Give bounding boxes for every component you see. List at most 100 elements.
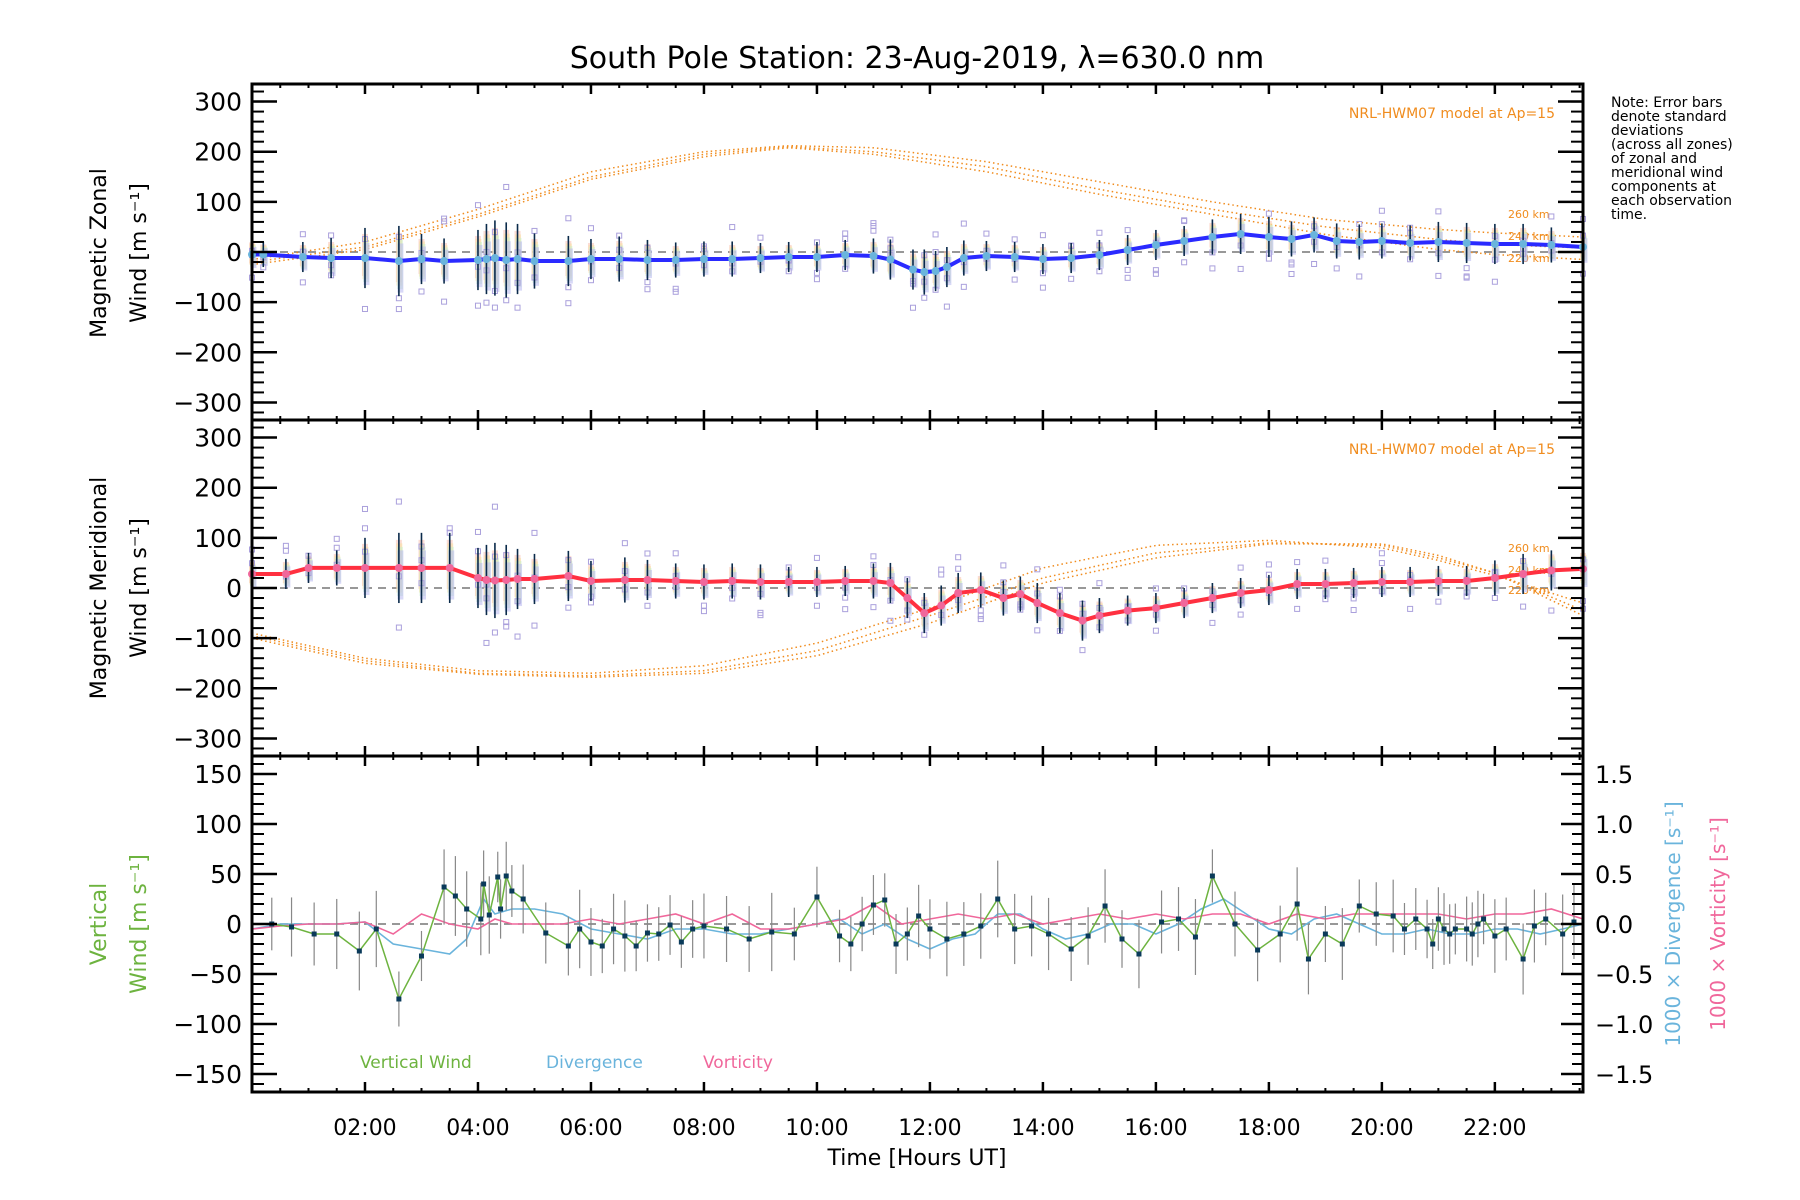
zone-spread-bar — [617, 247, 624, 280]
zone-sample-marker — [1000, 562, 1007, 569]
vertical-wind-point — [1255, 947, 1261, 953]
mean-wind-point — [564, 257, 573, 266]
vertical-wind-point — [464, 906, 470, 912]
zone-sample-marker — [483, 639, 490, 646]
mean-wind-point — [671, 576, 680, 585]
zone-sample-marker — [977, 612, 984, 619]
meridional-ylabel-line2: Wind [m s⁻¹] — [127, 518, 152, 658]
x-tick-label: 08:00 — [672, 1116, 735, 1141]
zone-spread-bar — [516, 241, 523, 291]
zone-spread-bar — [905, 588, 912, 617]
mean-wind-point — [643, 575, 652, 584]
y2-tick-label: 0.5 — [1595, 861, 1633, 889]
vertical-wind-point — [1401, 926, 1407, 932]
mean-wind-point — [784, 577, 793, 586]
zone-sample-marker — [977, 607, 984, 614]
mean-wind-point — [482, 575, 491, 584]
zone-sample-marker — [474, 202, 481, 209]
y2-tick-label: −1.0 — [1595, 1011, 1653, 1039]
zone-sample-marker — [514, 633, 521, 640]
vertical-wind-point — [859, 921, 865, 927]
zone-sample-marker — [813, 602, 820, 609]
mean-wind-point — [482, 255, 491, 264]
vertical-wind-point — [633, 943, 639, 949]
vertical-wind-point — [904, 931, 910, 937]
zone-spread-bar — [448, 550, 455, 600]
vertical-wind-point — [1435, 916, 1441, 922]
mean-wind-point — [1180, 236, 1189, 245]
mean-wind-point — [1462, 238, 1471, 247]
panel-zonal: 260 km 240 km 220 km 300 200 100 0 −100 −200 −300 — [173, 82, 1588, 422]
zone-sample-marker — [870, 227, 877, 234]
zone-sample-marker — [1333, 265, 1340, 272]
zone-sample-marker — [503, 183, 510, 190]
mean-wind-point — [841, 251, 850, 260]
mean-wind-point — [490, 576, 499, 585]
zone-spread-bar — [623, 568, 630, 601]
mean-wind-point — [1547, 566, 1556, 575]
vertical-wind-point — [1209, 873, 1215, 879]
zone-sample-marker — [1378, 207, 1385, 214]
zone-spread-bar — [1493, 233, 1500, 263]
zone-sample-marker — [1350, 607, 1357, 614]
zone-sample-marker — [333, 544, 340, 551]
mean-wind-point — [1406, 238, 1415, 247]
zone-sample-marker — [503, 619, 510, 626]
mean-wind-point — [1078, 616, 1087, 625]
y-tick-label: 200 — [194, 474, 242, 503]
zone-sample-marker — [282, 547, 289, 554]
mean-wind-point — [417, 255, 426, 264]
vertical-wind-point — [1390, 913, 1396, 919]
zone-sample-marker — [299, 231, 306, 238]
zone-sample-marker — [700, 608, 707, 615]
mean-wind-point — [615, 255, 624, 264]
note-line: time. — [1611, 207, 1648, 223]
x-axis-label: Time [Hours UT] — [827, 1146, 1007, 1171]
zone-sample-marker — [1209, 265, 1216, 272]
vertical-wind-point — [1136, 951, 1142, 957]
vertical-wind-point — [1424, 926, 1430, 932]
zone-sample-marker — [587, 225, 594, 232]
y-tick-label: 300 — [194, 88, 242, 117]
zone-sample-marker — [1311, 260, 1318, 267]
zone-sample-marker — [983, 230, 990, 237]
zone-sample-marker — [1548, 607, 1555, 614]
zone-spread-bar — [419, 550, 426, 600]
zone-sample-marker — [1288, 271, 1295, 278]
vertical-wind-point — [746, 936, 752, 942]
model-altitude-label: 240 km — [1508, 230, 1550, 243]
zone-sample-marker — [1378, 550, 1385, 557]
vertical-wind-point — [1560, 931, 1566, 937]
zone-sample-marker — [1435, 272, 1442, 279]
mean-wind-point — [530, 574, 539, 583]
mean-wind-point — [931, 267, 940, 276]
zone-spread-bar — [516, 563, 523, 607]
y-tick-label: 100 — [194, 524, 242, 553]
zone-sample-marker — [644, 602, 651, 609]
zone-sample-marker — [1152, 267, 1159, 274]
zone-spread-bar — [1521, 563, 1528, 593]
zone-sample-marker — [531, 622, 538, 629]
zone-spread-bar — [939, 595, 946, 624]
mean-wind-point — [869, 252, 878, 261]
vertical-wind-point — [1068, 946, 1074, 952]
mean-wind-point — [1321, 579, 1330, 588]
vertical-wind-point — [1012, 926, 1018, 932]
zone-sample-marker — [1237, 265, 1244, 272]
mean-wind-point — [1010, 253, 1019, 262]
zone-spread-bar — [1465, 232, 1472, 262]
zone-sample-marker — [1039, 232, 1046, 239]
divergence-y2label: 1000 × Divergence [s⁻¹] — [1661, 801, 1685, 1046]
vertical-wind-point — [356, 948, 362, 954]
zone-sample-marker — [395, 306, 402, 313]
zone-spread-bar — [476, 562, 483, 606]
x-tick-label: 20:00 — [1350, 1116, 1413, 1141]
vertical-wind-point — [1475, 921, 1481, 927]
mean-wind-point — [620, 575, 629, 584]
zone-spread-bar — [493, 561, 500, 615]
vertical-wind-point — [1447, 931, 1453, 937]
mean-wind-point — [502, 575, 511, 584]
zone-spread-bar — [645, 249, 652, 279]
vertical-wind-point — [724, 926, 730, 932]
